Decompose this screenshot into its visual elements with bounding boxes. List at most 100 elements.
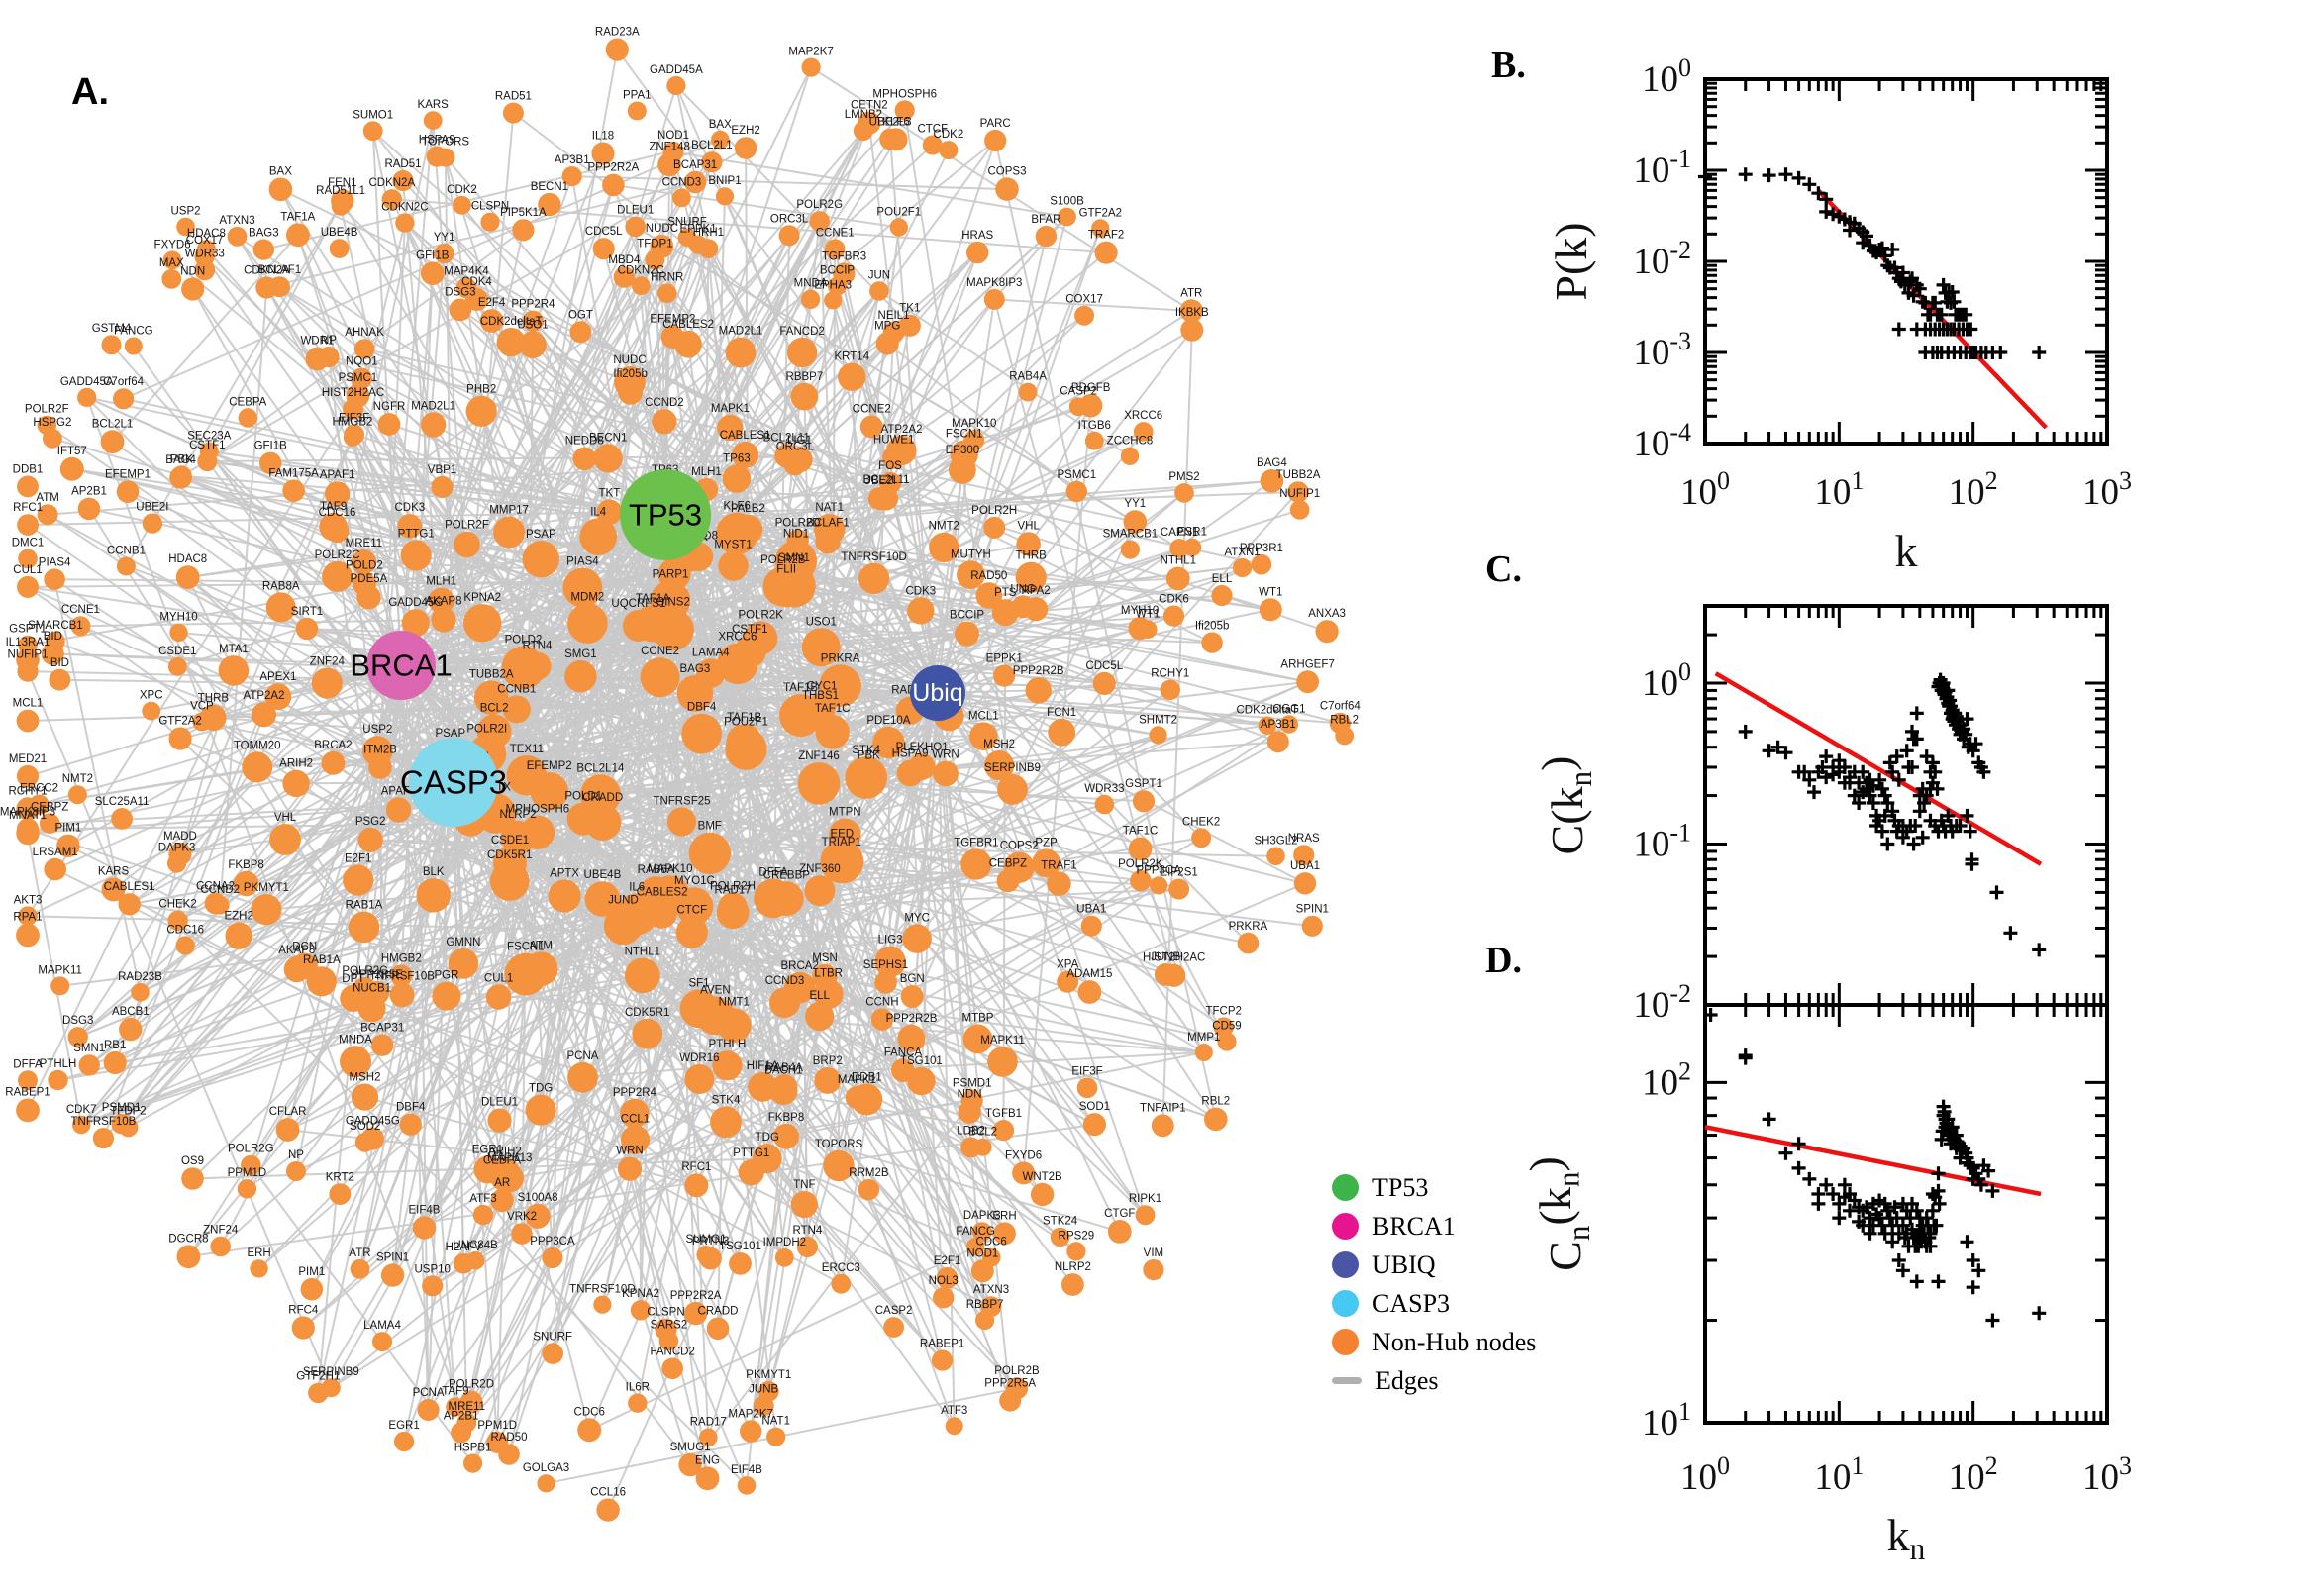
gene-node xyxy=(420,412,447,438)
network-edge xyxy=(391,781,454,1276)
network-edge xyxy=(113,888,842,1285)
gene-node xyxy=(351,1083,379,1111)
network-edge xyxy=(453,508,1301,783)
network-edge xyxy=(126,565,402,666)
gene-node xyxy=(286,1161,306,1181)
legend-label: BRCA1 xyxy=(1372,1211,1456,1241)
gene-node xyxy=(322,560,354,592)
gene-node xyxy=(241,1154,261,1176)
gene-node xyxy=(428,587,454,614)
network-edge xyxy=(432,723,1290,1287)
network-edge xyxy=(664,66,813,516)
network-edge xyxy=(80,622,483,1126)
gene-node xyxy=(70,616,91,637)
tick-label: 10-2 xyxy=(1633,979,1691,1026)
gene-node xyxy=(683,1301,708,1326)
gene-node xyxy=(975,582,1003,609)
tick-label: 10-1 xyxy=(1633,145,1691,191)
tick-label: 103 xyxy=(2082,466,2132,513)
plot-frame xyxy=(1703,604,2109,1007)
network-edge xyxy=(427,710,911,1411)
network-edge xyxy=(937,216,1068,694)
network-edge xyxy=(994,140,1217,1120)
network-edge xyxy=(889,736,985,962)
network-edge xyxy=(865,776,1179,891)
network-edge xyxy=(111,234,299,443)
network-edge xyxy=(88,507,939,694)
gene-node xyxy=(17,514,39,536)
fit-line xyxy=(1714,671,2043,866)
legend: TP53 BRCA1 UBIQ CASP3 Non-Hub nodes Edges xyxy=(1332,1168,1536,1400)
network-edge xyxy=(381,692,939,1047)
network-edge xyxy=(466,544,1060,885)
tick-label: 102 xyxy=(1949,466,1998,513)
tick-label: 100 xyxy=(1642,53,1691,100)
plot-frame xyxy=(1703,77,2109,446)
gene-node xyxy=(805,1001,835,1032)
network-edge xyxy=(459,731,834,1434)
network-edge xyxy=(1103,804,1228,1043)
network-edge xyxy=(767,692,939,1392)
network-edge xyxy=(453,161,713,783)
gene-node xyxy=(592,238,615,260)
network-edge xyxy=(47,513,454,783)
network-edge xyxy=(664,235,791,516)
network-edge xyxy=(937,692,1306,885)
network-edge xyxy=(279,606,944,1361)
network-edge xyxy=(937,453,965,694)
tick-label: 10-2 xyxy=(1633,236,1691,282)
network-edge xyxy=(400,543,1029,666)
legend-item: Edges xyxy=(1332,1361,1536,1400)
network-edge xyxy=(522,666,1217,1121)
gene-node xyxy=(661,1357,683,1380)
network-edge xyxy=(400,320,535,666)
network-edge xyxy=(402,180,454,783)
gene-node xyxy=(520,815,556,849)
network-edge xyxy=(401,514,666,996)
tick-label: 101 xyxy=(1814,1451,1864,1498)
plot-C: 100 10-1 10-2 C(kn​) xyxy=(1532,604,2109,1026)
gene-node xyxy=(666,75,686,96)
network-edge xyxy=(400,664,829,1082)
gene-node xyxy=(39,813,60,834)
network-edge xyxy=(642,863,977,977)
gene-node xyxy=(238,408,257,428)
network-edge xyxy=(653,622,1213,645)
legend-label: UBIQ xyxy=(1372,1249,1436,1279)
legend-item: TP53 xyxy=(1332,1168,1536,1207)
legend-label: TP53 xyxy=(1372,1172,1429,1202)
network-edge xyxy=(46,424,402,666)
panel-d-label: D. xyxy=(1485,940,1522,981)
network-edge xyxy=(400,650,751,666)
network-edge xyxy=(867,123,939,694)
tick-label: 103 xyxy=(2082,1451,2132,1498)
network-edge xyxy=(53,578,142,993)
network-edge xyxy=(186,576,235,671)
network-edge xyxy=(878,290,1131,457)
network-edge xyxy=(496,1173,506,1443)
network-edge xyxy=(937,692,1267,727)
tick-label: 10-4 xyxy=(1633,418,1691,464)
y-axis-title: C(kn​) xyxy=(1532,756,1598,855)
gene-node xyxy=(732,441,759,468)
gene-node xyxy=(162,250,182,270)
gene-node xyxy=(734,137,758,159)
gene-node xyxy=(454,531,480,558)
network-edge xyxy=(785,680,1308,900)
network-edge xyxy=(824,692,939,977)
network-edge xyxy=(453,590,787,783)
network-edge xyxy=(363,348,1136,523)
legend-item: BRCA1 xyxy=(1332,1207,1536,1246)
gene-node xyxy=(17,575,39,598)
gene-node xyxy=(1120,540,1140,559)
legend-item: CASP3 xyxy=(1332,1284,1536,1323)
network-edge xyxy=(388,423,666,516)
network-edge xyxy=(709,196,726,674)
network-edge xyxy=(266,181,696,289)
tick-label: 10-1 xyxy=(1633,819,1691,865)
network-edge xyxy=(629,381,939,694)
network-edge xyxy=(462,251,979,1264)
network-edge xyxy=(661,479,1272,915)
